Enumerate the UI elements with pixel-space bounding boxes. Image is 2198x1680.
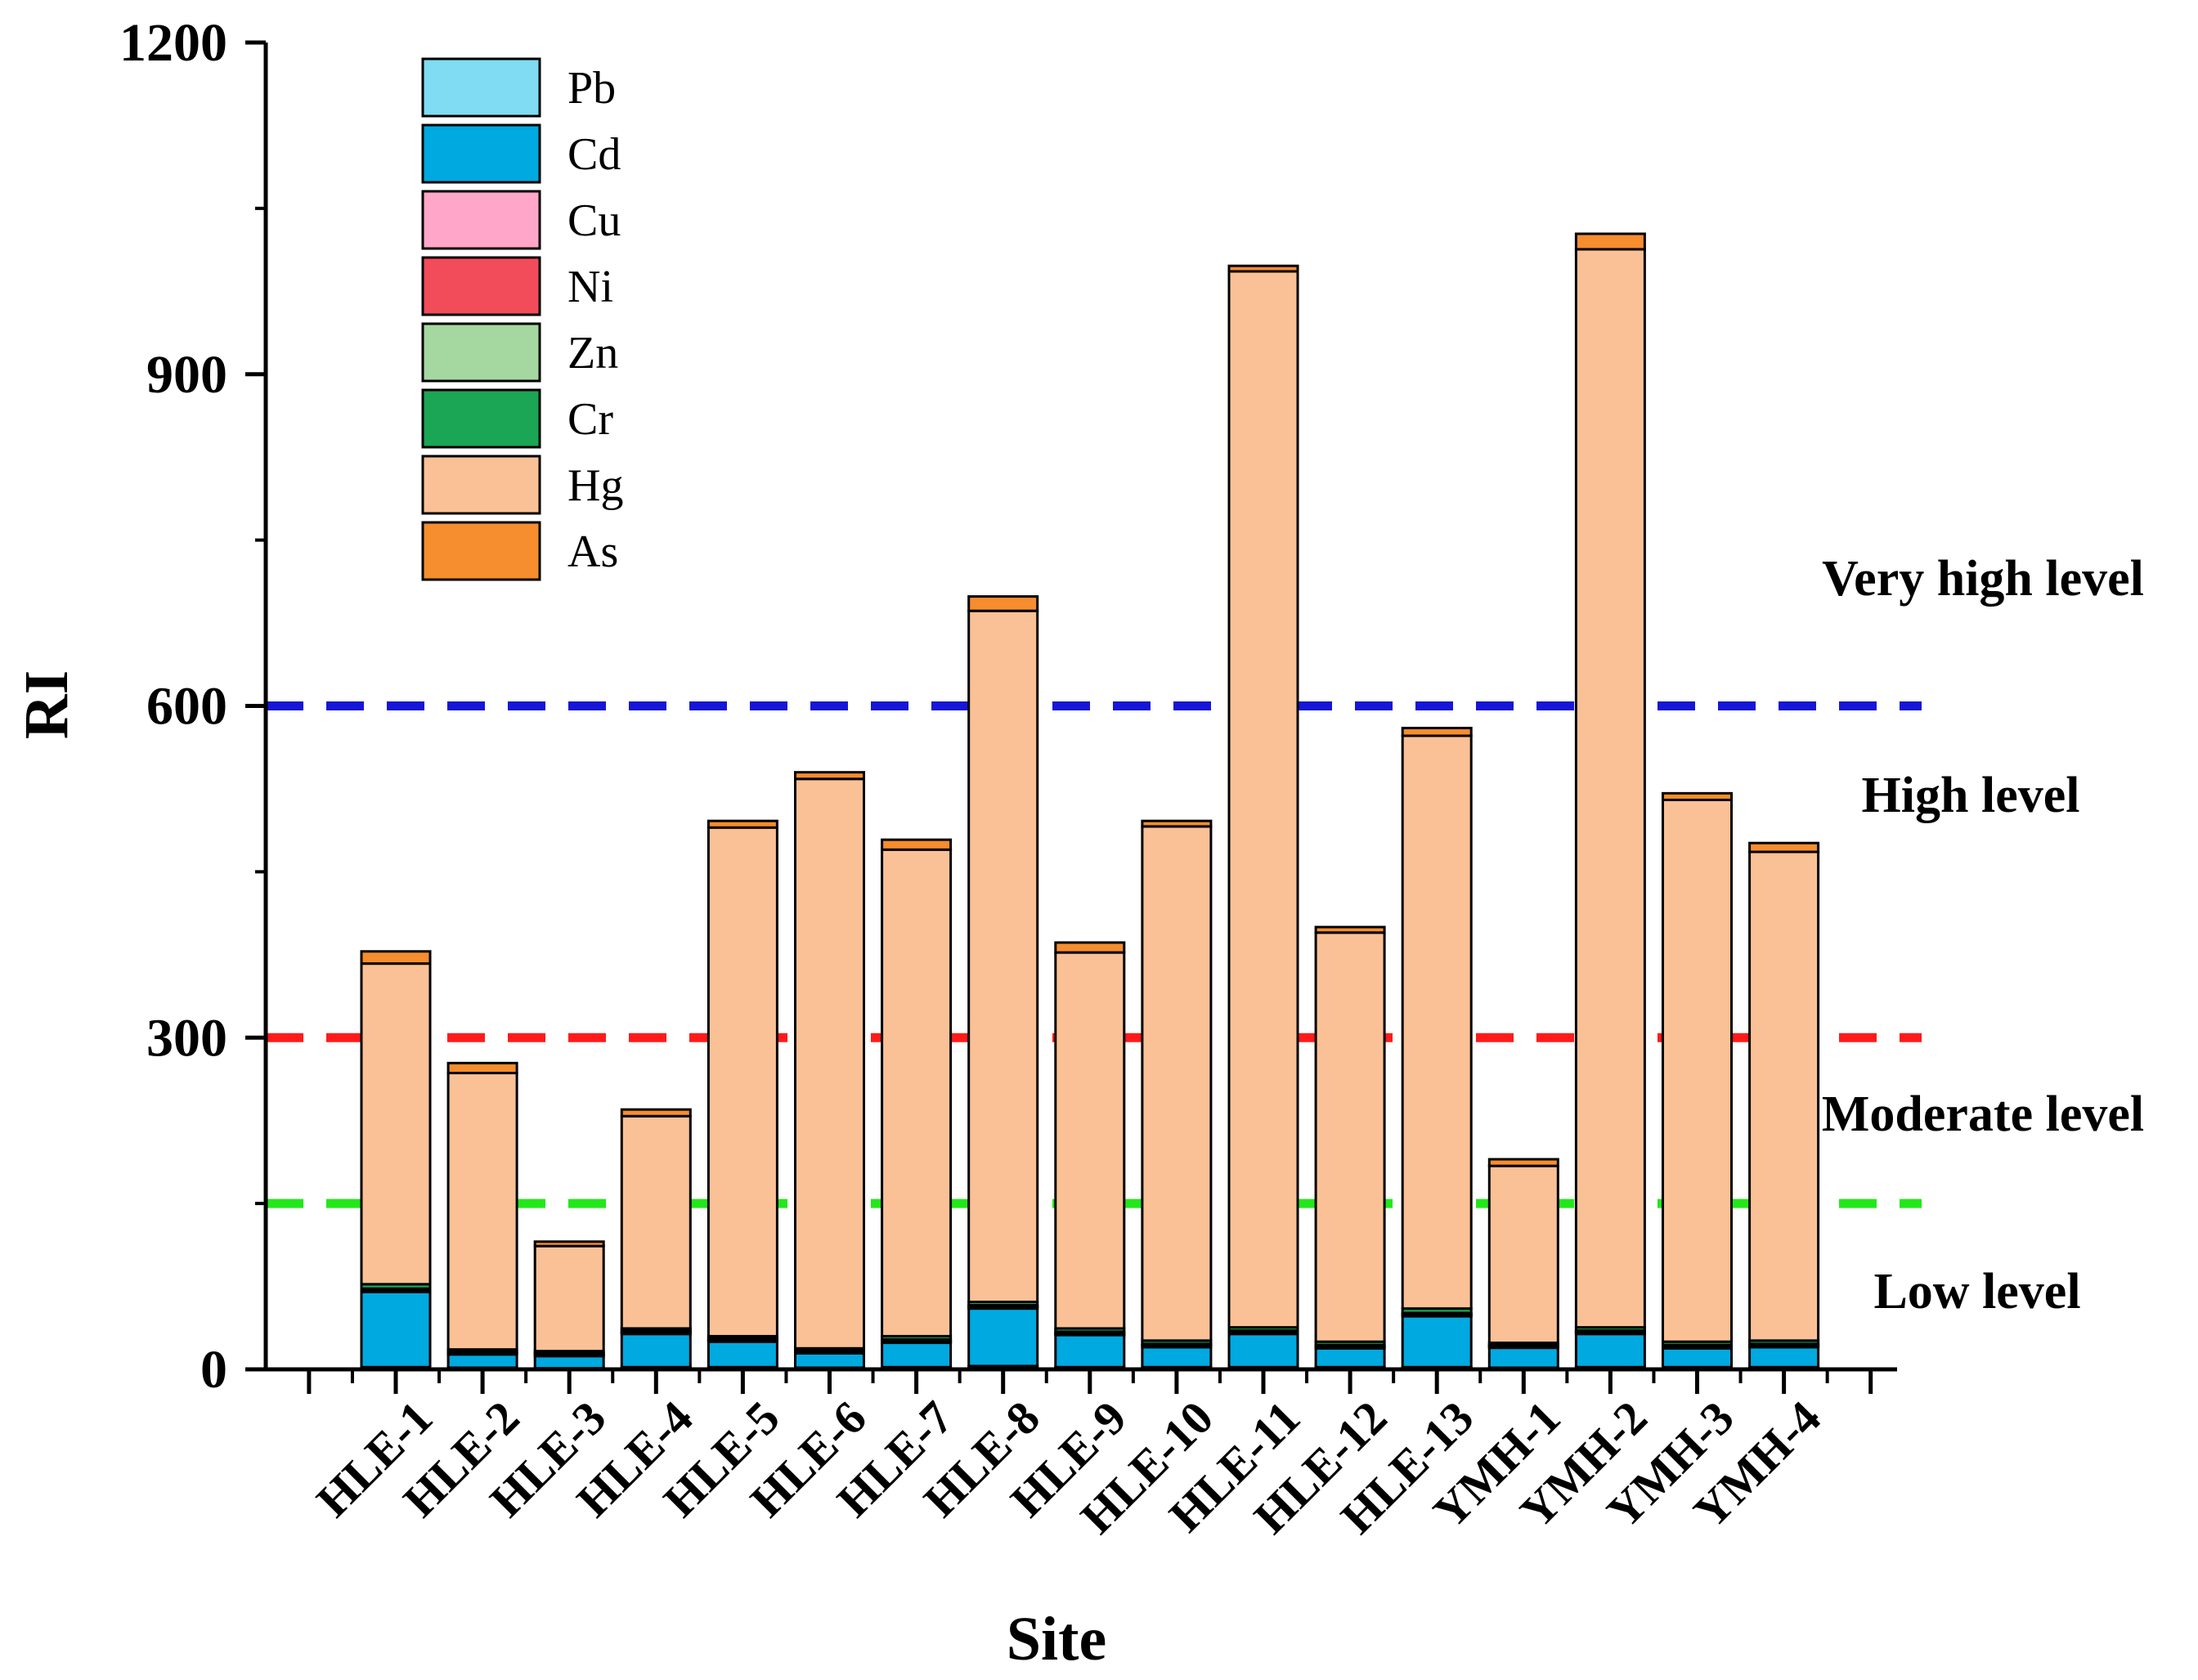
bar-HLE-11-As xyxy=(1227,264,1299,273)
bar-HLE-10-As xyxy=(1141,819,1213,828)
legend-label: Cu xyxy=(567,195,621,246)
bar-HLE-9-Hg xyxy=(1054,951,1126,1330)
bar-HLE-11-Cd xyxy=(1227,1333,1299,1369)
y-axis-title: RI xyxy=(12,670,81,739)
bar-HLE-13-Hg xyxy=(1401,734,1473,1310)
bar-HLE-7-As xyxy=(881,838,953,851)
bar-HLE-5-Hg xyxy=(706,826,778,1337)
bar-YMH-2-Hg xyxy=(1574,248,1646,1329)
bar-HLE-2-Cd xyxy=(446,1353,518,1369)
bar-HLE-5-Cd xyxy=(706,1340,778,1369)
bar-HLE-7-Hg xyxy=(881,848,953,1337)
level-label-very-high: Very high level xyxy=(1822,551,2144,607)
bar-HLE-4-As xyxy=(620,1108,692,1118)
bar-HLE-13-As xyxy=(1401,727,1473,737)
y-tick-label: 900 xyxy=(146,345,227,405)
bar-HLE-7-Cd xyxy=(881,1342,953,1369)
y-tick-label: 0 xyxy=(200,1340,227,1400)
bar-HLE-3-As xyxy=(533,1240,605,1248)
bar-YMH-4-Hg xyxy=(1748,850,1820,1342)
bar-HLE-9-As xyxy=(1054,941,1126,954)
bar-HLE-12-As xyxy=(1314,925,1386,934)
legend-swatch-Cd xyxy=(421,123,541,184)
legend-label: Cd xyxy=(567,129,621,180)
reference-lines xyxy=(266,701,1922,1208)
bar-YMH-2-Cd xyxy=(1574,1333,1646,1369)
bar-HLE-3-Hg xyxy=(533,1244,605,1353)
legend-label: Pb xyxy=(567,63,616,114)
bar-HLE-1-Cd xyxy=(360,1290,432,1369)
bar-YMH-1-Cd xyxy=(1487,1346,1559,1369)
x-axis-title: Site xyxy=(1007,1605,1106,1673)
legend-label: Ni xyxy=(567,262,613,312)
bar-HLE-10-Cd xyxy=(1141,1346,1213,1369)
legend: Pb Cd Cu Ni Zn Cr Hg As xyxy=(421,57,623,581)
y-tick-label: 600 xyxy=(146,677,227,737)
bars xyxy=(360,232,1820,1371)
bar-HLE-3-Cd xyxy=(533,1355,605,1370)
bar-HLE-6-Hg xyxy=(794,777,865,1350)
bar-HLE-11-Hg xyxy=(1227,270,1299,1329)
bar-YMH-1-As xyxy=(1487,1158,1559,1167)
legend-label: Cr xyxy=(567,394,613,445)
level-label-high: High level xyxy=(1862,768,2080,823)
bar-HLE-1-As xyxy=(360,950,432,965)
level-label-moderate: Moderate level xyxy=(1822,1086,2144,1142)
bar-YMH-3-Cd xyxy=(1662,1346,1733,1369)
bar-HLE-2-As xyxy=(446,1061,518,1075)
bar-YMH-2-As xyxy=(1574,232,1646,251)
bar-HLE-1-Hg xyxy=(360,962,432,1286)
legend-label: Zn xyxy=(567,328,618,379)
legend-swatch-As xyxy=(421,521,541,581)
bar-HLE-6-As xyxy=(794,771,865,781)
bar-HLE-10-Hg xyxy=(1141,825,1213,1342)
legend-label: Hg xyxy=(567,460,623,511)
y-tick-label: 1200 xyxy=(119,13,227,73)
bar-YMH-3-As xyxy=(1662,791,1733,801)
y-tick-label: 300 xyxy=(146,1008,227,1068)
legend-swatch-Hg xyxy=(421,455,541,515)
legend-swatch-Pb xyxy=(421,57,541,118)
bar-HLE-6-Cd xyxy=(794,1351,865,1369)
bar-HLE-2-Hg xyxy=(446,1072,518,1351)
legend-swatch-Zn xyxy=(421,322,541,383)
bar-HLE-12-Hg xyxy=(1314,931,1386,1343)
bar-YMH-4-As xyxy=(1748,841,1820,853)
bar-HLE-8-Cd xyxy=(967,1307,1039,1368)
bar-HLE-5-As xyxy=(706,819,778,829)
legend-swatch-Cr xyxy=(421,388,541,449)
bar-YMH-3-Hg xyxy=(1662,798,1733,1343)
bar-YMH-4-Cd xyxy=(1748,1346,1820,1369)
legend-swatch-Cu xyxy=(421,190,541,250)
bar-HLE-8-As xyxy=(967,595,1039,612)
level-label-low: Low level xyxy=(1873,1264,2080,1319)
legend-label: As xyxy=(567,526,618,577)
bar-HLE-12-Cd xyxy=(1314,1346,1386,1369)
legend-swatch-Ni xyxy=(421,256,541,316)
bar-HLE-9-Cd xyxy=(1054,1333,1126,1369)
bar-YMH-1-Hg xyxy=(1487,1164,1559,1345)
bar-HLE-8-Hg xyxy=(967,609,1039,1303)
bar-HLE-4-Hg xyxy=(620,1114,692,1330)
bar-HLE-4-Cd xyxy=(620,1333,692,1369)
bar-HLE-13-Cd xyxy=(1401,1315,1473,1369)
